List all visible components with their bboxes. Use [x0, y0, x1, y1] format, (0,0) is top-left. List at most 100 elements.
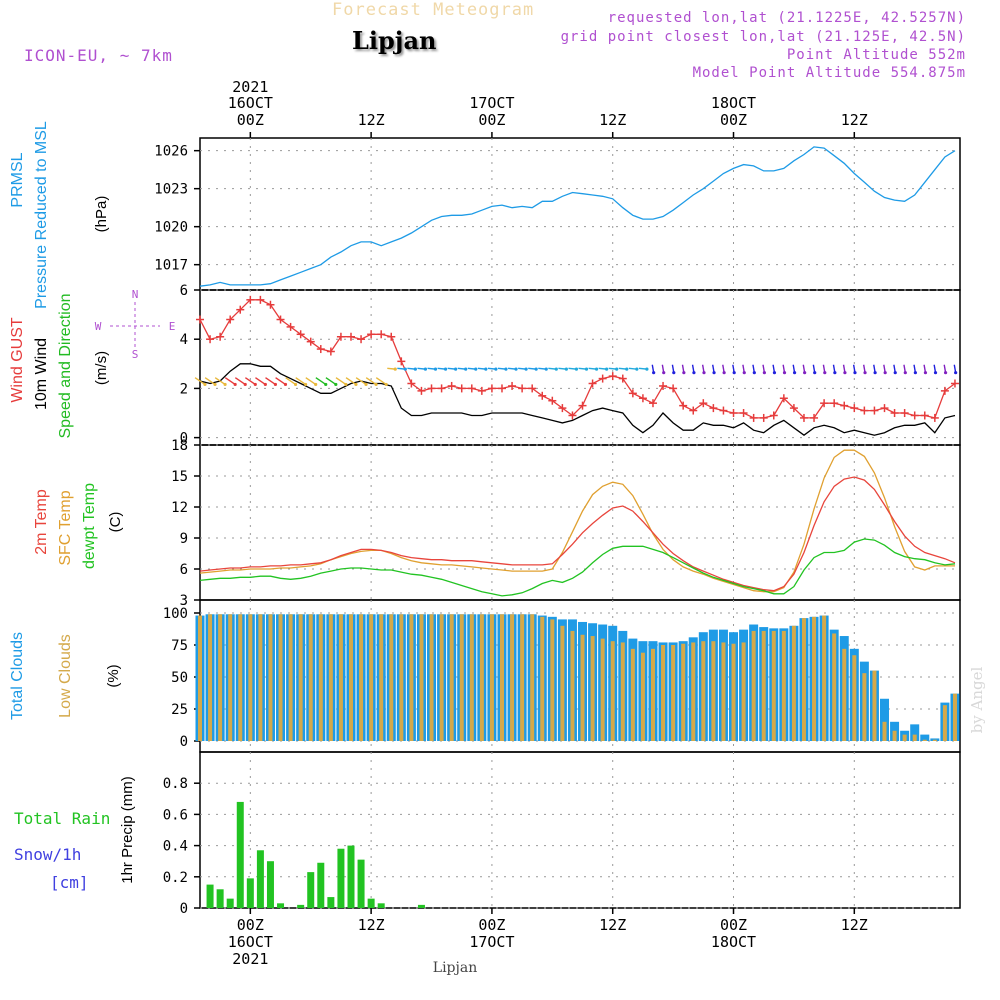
wind-direction-arrowhead [514, 367, 518, 371]
low-cloud-bar [338, 614, 343, 741]
low-cloud-bar [791, 625, 796, 741]
wind-direction-arrow [305, 377, 317, 385]
rain-bar [206, 884, 214, 908]
wind-direction-arrowhead [903, 371, 907, 375]
low-cloud-bar [208, 614, 213, 741]
wind-direction-arrowhead [692, 371, 696, 375]
low-cloud-bar [801, 618, 806, 741]
wind-direction-arrowhead [823, 371, 827, 375]
wind-direction-arrow [224, 377, 236, 385]
total-clouds-label: Total Clouds [9, 632, 26, 720]
low-cloud-bar [671, 645, 676, 741]
y-tick-label: 6 [180, 562, 188, 578]
wind-direction-arrow [265, 377, 276, 385]
rain-bar [277, 903, 285, 908]
wind-direction-arrowhead [732, 371, 736, 375]
low-cloud-bar [520, 614, 525, 741]
wind-direction-arrowhead [923, 371, 928, 375]
wind-direction-arrowhead [354, 382, 358, 387]
wind-direction-arrowhead [243, 382, 247, 387]
wind-direction-arrow [194, 377, 206, 385]
wind-direction-arrowhead [314, 382, 318, 387]
low-cloud-bar [942, 705, 947, 741]
low-cloud-bar [580, 634, 585, 741]
compass-s: S [132, 348, 139, 361]
wind-direction-arrowhead [464, 367, 468, 371]
pressure-label: PRMSL [9, 152, 26, 207]
low-cloud-bar [872, 670, 877, 741]
top-time-label: 00Z [478, 111, 505, 129]
low-cloud-bar [741, 642, 746, 741]
low-cloud-bar [761, 630, 766, 741]
wind-direction-arrowhead [772, 371, 777, 375]
low-cloud-bar [630, 648, 635, 741]
wind-direction-arrowhead [293, 382, 298, 387]
temp-2m-line [199, 476, 956, 592]
footer-location-label: Lipjan [433, 960, 477, 976]
top-time-label: 18OCT [711, 94, 756, 112]
y-tick-label: 25 [171, 702, 188, 718]
low-cloud-bar [600, 638, 605, 741]
panel-frame [199, 289, 961, 446]
wind-direction-arrowhead [722, 371, 726, 375]
wind-direction-arrowhead [273, 382, 278, 387]
top-time-label: 12Z [841, 111, 868, 129]
wind-direction-arrowhead [534, 367, 538, 371]
product-title: Forecast Meteogram [332, 0, 535, 20]
rain-bar [337, 848, 345, 908]
wind-direction-arrow [295, 377, 307, 385]
low-cloud-bar [318, 614, 323, 741]
temp-2m-label: 2m Temp [33, 489, 50, 555]
top-time-label: 12Z [358, 111, 385, 129]
wind-direction-arrowhead [263, 382, 267, 387]
low-cloud-bar [449, 614, 454, 741]
y-tick-label: 2 [180, 381, 188, 397]
rain-bar [417, 904, 425, 908]
wind-direction-arrowhead [423, 367, 428, 371]
compass-w: W [95, 320, 102, 333]
y-tick-label: 0 [180, 431, 188, 447]
low-cloud-bar [822, 615, 827, 741]
wind-direction-arrowhead [374, 382, 378, 387]
compass-e: E [169, 320, 176, 333]
dewpt-label: dewpt Temp [81, 483, 98, 569]
low-cloud-bar [429, 614, 434, 741]
bottom-time-label: 00Z [478, 916, 505, 934]
wind-direction-arrowhead [474, 367, 478, 371]
wind-direction-arrow [234, 377, 246, 385]
y-tick-label: 75 [171, 638, 188, 654]
top-time-label: 17OCT [469, 94, 514, 112]
rain-bar [357, 859, 365, 908]
low-cloud-bar [902, 734, 907, 741]
wind-direction-arrow [275, 377, 286, 385]
low-cloud-bar [238, 614, 243, 741]
low-cloud-bar [379, 614, 384, 741]
dewpt-line [199, 538, 956, 597]
low-cloud-bar [832, 633, 837, 741]
low-cloud-bar [932, 739, 937, 741]
bottom-time-label: 16OCT [228, 933, 273, 951]
wind-direction-arrowhead [334, 382, 338, 387]
low-cloud-bar [308, 614, 313, 741]
model-label: ICON-EU, ~ 7km [24, 46, 173, 65]
total-cloud-bar [910, 724, 920, 741]
low-cloud-bar [288, 614, 293, 741]
requested-coordinates: requested lon,lat (21.1225E, 42.5257N) [607, 10, 966, 26]
panel-frame [199, 444, 961, 601]
low-cloud-bar [661, 645, 666, 741]
low-cloud-bar [198, 615, 202, 741]
low-cloud-bar [268, 614, 273, 741]
y-tick-label: 18 [171, 438, 188, 454]
low-cloud-bar [228, 614, 233, 741]
wind-direction-arrowhead [762, 371, 766, 375]
y-tick-label: 3 [180, 593, 188, 609]
wind-direction-arrow [315, 377, 327, 385]
total-cloud-bar [920, 734, 930, 741]
low-cloud-bar [550, 619, 555, 741]
compass-n: N [132, 288, 139, 301]
wind-direction-arrowhead [433, 367, 438, 371]
wind-direction-arrow [335, 377, 347, 385]
wind-direction-arrowhead [702, 371, 706, 375]
low-cloud-bar [409, 614, 414, 741]
bottom-time-label: 12Z [358, 916, 385, 934]
